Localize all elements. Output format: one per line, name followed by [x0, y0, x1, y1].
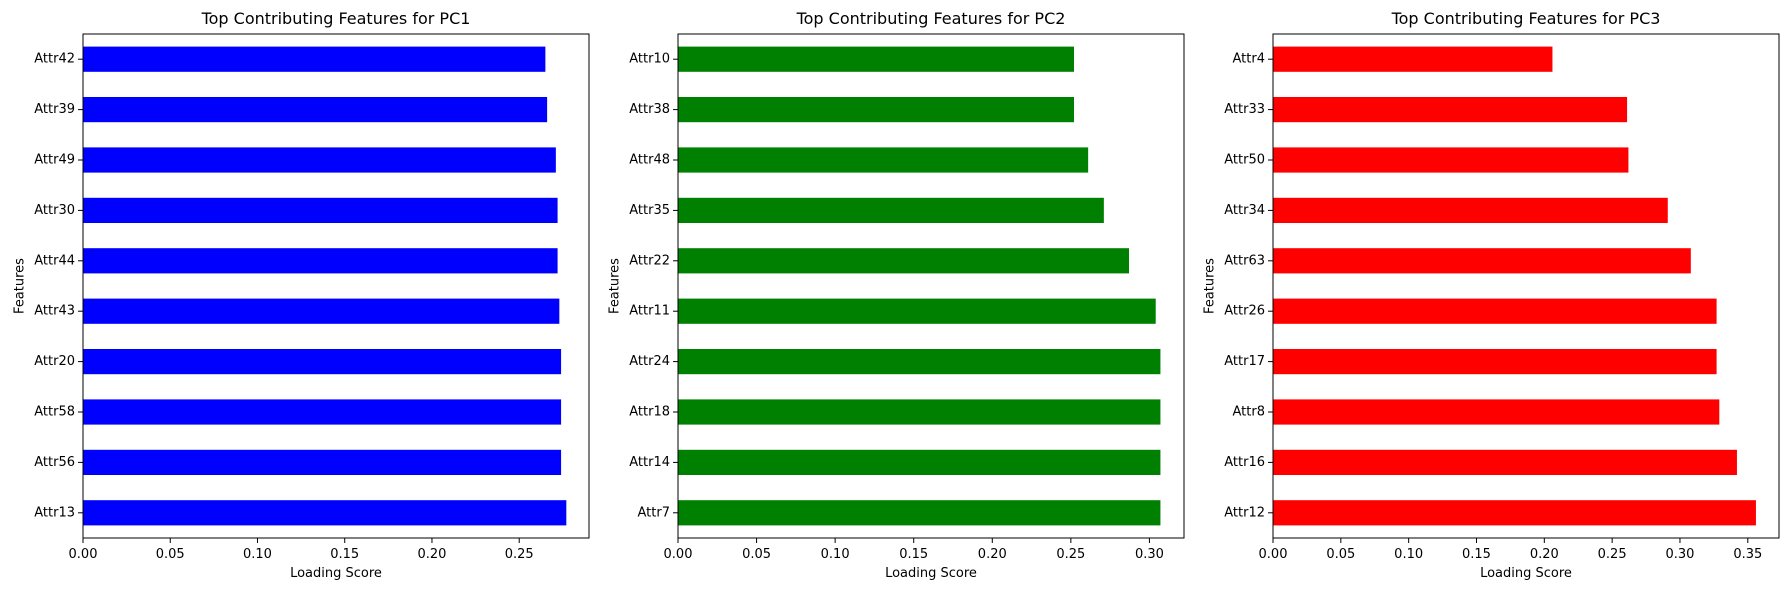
x-tick-label: 0.15 — [899, 547, 928, 562]
bar-attr49 — [83, 147, 556, 173]
chart-title: Top Contributing Features for PC3 — [1391, 9, 1661, 28]
y-axis-label: Features — [1203, 258, 1218, 314]
y-tick-label: Attr26 — [1224, 304, 1265, 319]
y-tick-label: Attr58 — [34, 405, 75, 420]
x-tick-label: 0.00 — [664, 547, 693, 562]
x-tick-label: 0.05 — [742, 547, 771, 562]
bar-attr14 — [678, 449, 1161, 475]
y-tick-label: Attr20 — [34, 354, 75, 369]
bar-attr39 — [83, 97, 548, 123]
bar-attr44 — [83, 248, 558, 274]
x-tick-label: 0.20 — [978, 547, 1007, 562]
bar-attr24 — [678, 349, 1161, 375]
x-tick-label: 0.25 — [1598, 547, 1627, 562]
y-tick-label: Attr48 — [629, 153, 670, 168]
bar-attr11 — [678, 298, 1156, 324]
x-tick-label: 0.00 — [1259, 547, 1288, 562]
y-tick-label: Attr12 — [1224, 505, 1265, 520]
y-tick-label: Attr39 — [34, 102, 75, 117]
x-tick-label: 0.20 — [417, 547, 446, 562]
x-tick-label: 0.25 — [505, 547, 534, 562]
x-tick-label: 0.10 — [821, 547, 850, 562]
bar-attr43 — [83, 298, 560, 324]
y-tick-label: Attr50 — [1224, 153, 1265, 168]
bar-attr30 — [83, 197, 558, 223]
y-tick-label: Attr24 — [629, 354, 670, 369]
y-tick-label: Attr34 — [1224, 203, 1265, 218]
chart-panel-pc1: Attr42 Attr39 Attr49 Attr30 Attr44 Attr43 Attr… — [13, 9, 590, 581]
bar-attr26 — [1273, 298, 1717, 324]
x-tick-label: 0.25 — [1056, 547, 1085, 562]
x-axis-label: Loading Score — [1480, 566, 1572, 581]
bar-attr38 — [678, 97, 1074, 123]
bar-attr16 — [1273, 449, 1737, 475]
bar-attr17 — [1273, 349, 1717, 375]
y-tick-label: Attr63 — [1224, 253, 1265, 268]
x-tick-label: 0.30 — [1135, 547, 1164, 562]
bar-attr63 — [1273, 248, 1691, 274]
bar-attr48 — [678, 147, 1089, 173]
y-tick-label: Attr7 — [638, 505, 670, 520]
bar-attr50 — [1273, 147, 1629, 173]
chart-panel-pc3: Attr4 Attr33 Attr50 Attr34 Attr63 Attr26 Attr1… — [1203, 9, 1780, 581]
chart-title: Top Contributing Features for PC1 — [201, 9, 471, 28]
bar-attr13 — [83, 500, 567, 526]
y-tick-label: Attr35 — [629, 203, 670, 218]
x-tick-label: 0.00 — [69, 547, 98, 562]
bar-attr12 — [1273, 500, 1756, 526]
y-tick-label: Attr13 — [34, 505, 75, 520]
x-tick-label: 0.10 — [243, 547, 272, 562]
chart-panel-pc2: Attr10 Attr38 Attr48 Attr35 Attr22 Attr11 Attr… — [608, 9, 1185, 581]
y-tick-label: Attr17 — [1224, 354, 1265, 369]
y-tick-label: Attr14 — [629, 455, 670, 470]
bar-attr22 — [678, 248, 1129, 274]
bar-attr33 — [1273, 97, 1628, 123]
y-tick-label: Attr30 — [34, 203, 75, 218]
x-axis-label: Loading Score — [885, 566, 977, 581]
y-tick-label: Attr56 — [34, 455, 75, 470]
y-tick-label: Attr11 — [629, 304, 670, 319]
y-tick-label: Attr43 — [34, 304, 75, 319]
bar-attr35 — [678, 197, 1104, 223]
bar-attr42 — [83, 46, 546, 72]
bar-attr18 — [678, 399, 1161, 425]
bar-attr56 — [83, 449, 562, 475]
y-tick-label: Attr22 — [629, 253, 670, 268]
x-axis-label: Loading Score — [290, 566, 382, 581]
bar-attr10 — [678, 46, 1074, 72]
y-tick-label: Attr38 — [629, 102, 670, 117]
y-tick-label: Attr42 — [34, 52, 75, 67]
x-tick-label: 0.35 — [1733, 547, 1762, 562]
x-tick-label: 0.15 — [1462, 547, 1491, 562]
y-tick-label: Attr16 — [1224, 455, 1265, 470]
y-tick-label: Attr44 — [34, 253, 75, 268]
plot-frame — [1272, 33, 1780, 539]
bar-attr7 — [678, 500, 1161, 526]
chart-title: Top Contributing Features for PC2 — [796, 9, 1066, 28]
x-tick-label: 0.15 — [330, 547, 359, 562]
bar-attr34 — [1273, 197, 1668, 223]
bar-attr20 — [83, 349, 562, 375]
y-axis-label: Features — [13, 258, 28, 314]
y-tick-label: Attr4 — [1233, 52, 1265, 67]
x-tick-label: 0.05 — [156, 547, 185, 562]
y-tick-label: Attr10 — [629, 52, 670, 67]
x-tick-label: 0.05 — [1326, 547, 1355, 562]
bar-attr4 — [1273, 46, 1553, 72]
y-tick-label: Attr18 — [629, 405, 670, 420]
x-tick-label: 0.30 — [1665, 547, 1694, 562]
x-tick-label: 0.20 — [1530, 547, 1559, 562]
plot-frame — [82, 33, 590, 539]
y-tick-label: Attr49 — [34, 153, 75, 168]
y-tick-label: Attr33 — [1224, 102, 1265, 117]
bar-attr58 — [83, 399, 562, 425]
plot-frame — [677, 33, 1185, 539]
bar-attr8 — [1273, 399, 1720, 425]
y-tick-label: Attr8 — [1233, 405, 1265, 420]
x-tick-label: 0.10 — [1394, 547, 1423, 562]
y-axis-label: Features — [608, 258, 623, 314]
